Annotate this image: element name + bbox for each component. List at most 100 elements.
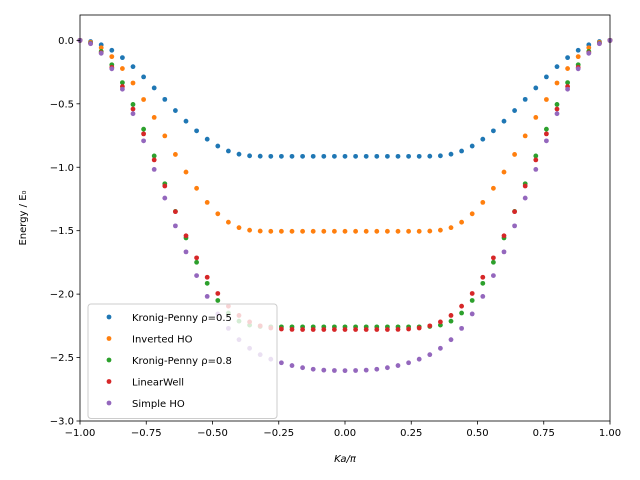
data-point xyxy=(533,167,539,172)
data-point xyxy=(469,211,475,217)
data-point xyxy=(162,96,168,102)
data-point xyxy=(448,151,454,157)
data-point xyxy=(416,356,422,362)
data-point xyxy=(310,153,316,159)
data-point xyxy=(130,111,136,117)
series-2 xyxy=(77,37,613,234)
data-point xyxy=(173,108,178,113)
data-point xyxy=(427,228,433,234)
data-point xyxy=(310,366,316,372)
data-point xyxy=(469,311,475,317)
data-point xyxy=(279,326,284,332)
x-tick-label: 1.00 xyxy=(599,428,621,439)
data-point xyxy=(289,228,295,234)
legend-marker xyxy=(106,379,112,384)
data-point xyxy=(575,54,581,60)
data-point xyxy=(151,85,157,91)
y-tick-label: −1.0 xyxy=(50,163,74,174)
data-point xyxy=(300,365,305,371)
data-point xyxy=(151,153,157,159)
data-point xyxy=(586,45,592,51)
data-point xyxy=(448,318,454,324)
data-point xyxy=(522,183,528,189)
data-point xyxy=(194,185,200,191)
data-point xyxy=(194,255,200,261)
data-point xyxy=(459,303,464,309)
data-point xyxy=(130,80,136,86)
legend-marker xyxy=(106,400,112,406)
data-point xyxy=(448,337,454,343)
data-point xyxy=(162,183,168,189)
data-point xyxy=(332,327,337,332)
data-point xyxy=(374,366,380,372)
data-point xyxy=(480,294,486,299)
legend-marker xyxy=(106,314,112,320)
data-point xyxy=(469,291,475,296)
data-point xyxy=(151,114,157,120)
data-point xyxy=(247,227,253,233)
data-point xyxy=(120,86,125,92)
data-point xyxy=(395,363,401,368)
data-point xyxy=(321,153,327,159)
data-point xyxy=(416,228,422,234)
data-point xyxy=(120,55,125,61)
data-point xyxy=(533,153,539,159)
data-point xyxy=(332,368,337,373)
data-point xyxy=(427,153,433,159)
data-point xyxy=(183,118,189,124)
data-point xyxy=(162,133,168,139)
data-point xyxy=(236,151,242,157)
data-point xyxy=(289,153,295,159)
data-point xyxy=(491,273,496,278)
data-point xyxy=(109,66,115,72)
data-point xyxy=(204,274,210,280)
data-point xyxy=(565,86,570,92)
legend-marker xyxy=(106,336,112,341)
data-point xyxy=(438,345,443,351)
data-point xyxy=(215,211,221,217)
data-point xyxy=(406,228,411,234)
data-point xyxy=(395,153,401,159)
data-point xyxy=(544,131,549,137)
data-point xyxy=(363,367,369,373)
data-point xyxy=(215,291,221,296)
legend-marker xyxy=(106,357,112,363)
data-point xyxy=(173,223,178,229)
data-point xyxy=(565,80,570,86)
data-point xyxy=(448,313,454,318)
data-point xyxy=(363,153,369,159)
data-point xyxy=(480,280,486,286)
axes: −1.00 −0.75 −0.50 −0.25 0.00 0.25 0.50 0.75 1.00… xyxy=(50,14,621,439)
data-point xyxy=(501,118,507,124)
data-point xyxy=(268,228,274,234)
data-point xyxy=(395,228,401,234)
data-point xyxy=(395,327,401,332)
data-point xyxy=(416,325,422,331)
data-point xyxy=(342,228,348,234)
data-point xyxy=(448,225,454,231)
data-point xyxy=(406,153,411,159)
data-point xyxy=(459,219,464,225)
data-point xyxy=(385,365,390,371)
data-point xyxy=(279,228,284,234)
y-tick-label: −0.5 xyxy=(50,99,74,110)
data-point xyxy=(554,111,560,117)
data-point xyxy=(300,228,305,234)
data-point xyxy=(173,209,178,215)
legend-entry-label: Kronig-Penny ρ=0.5 xyxy=(132,313,232,324)
data-point xyxy=(533,157,539,163)
data-point xyxy=(438,227,443,233)
data-point xyxy=(257,153,263,159)
data-point xyxy=(109,47,115,53)
data-point xyxy=(459,325,464,331)
data-point xyxy=(310,327,316,332)
data-point xyxy=(342,153,348,159)
x-tick-label: 0.00 xyxy=(334,428,356,439)
data-point xyxy=(321,367,327,373)
data-point xyxy=(173,152,178,157)
x-tick-label: 0.25 xyxy=(400,428,422,439)
data-point xyxy=(215,298,221,303)
y-tick-label: −2.5 xyxy=(50,353,74,364)
data-point xyxy=(385,153,390,159)
